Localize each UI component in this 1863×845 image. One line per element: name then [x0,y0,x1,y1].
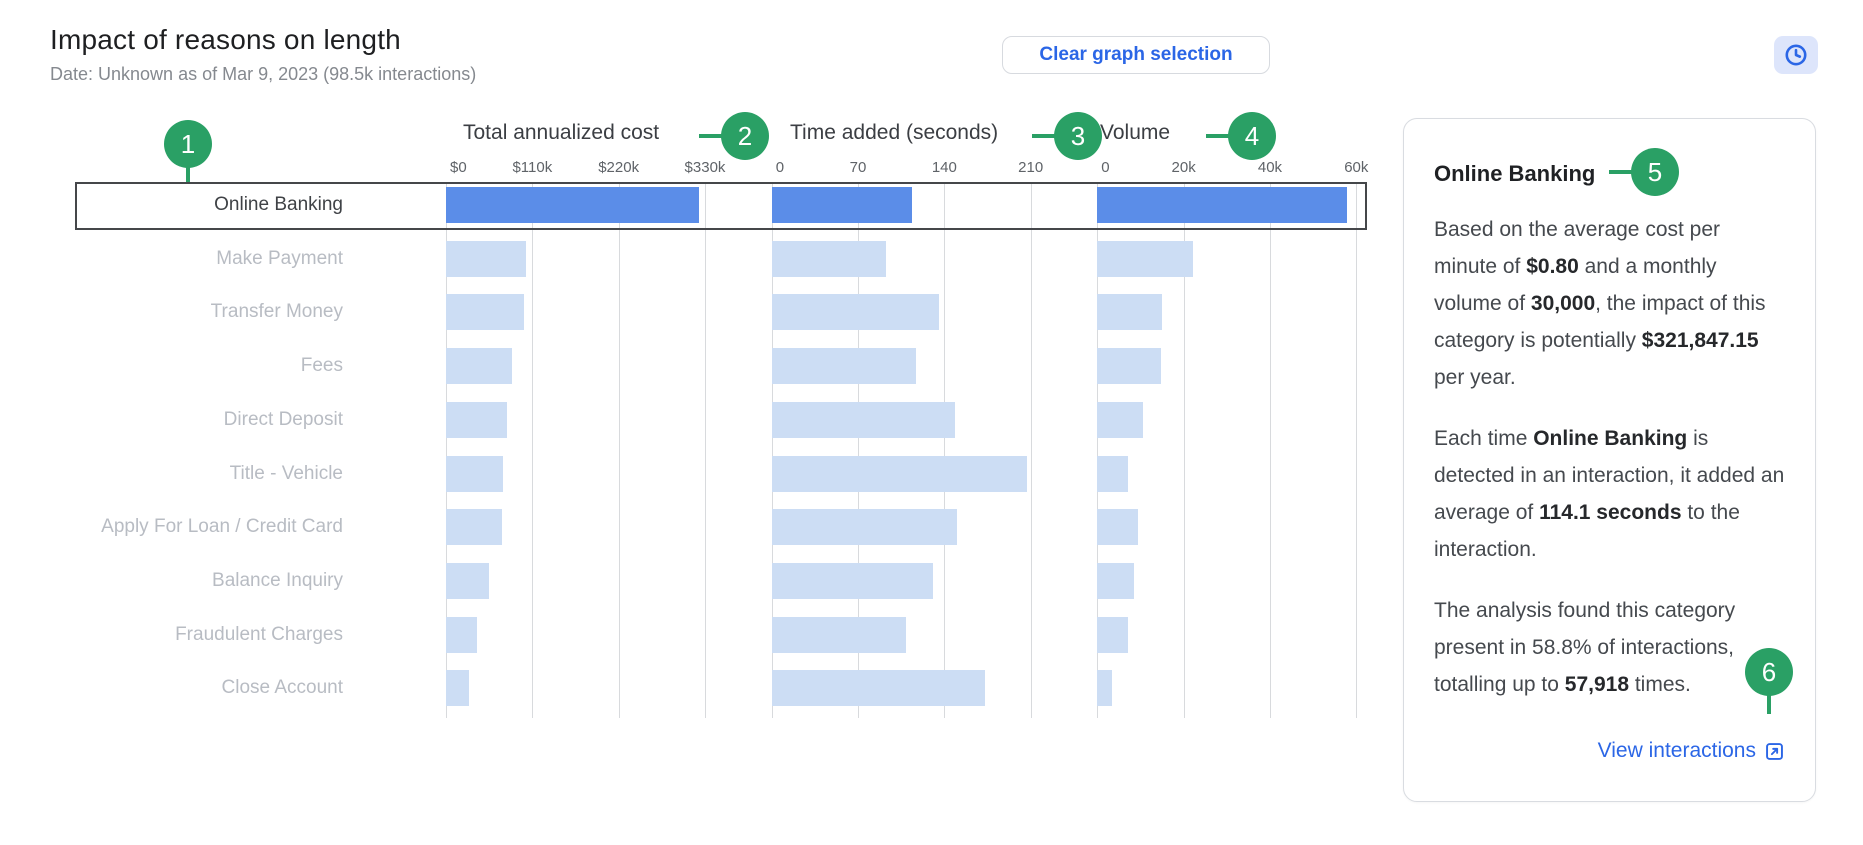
bar-time-added-seconds-[interactable] [771,348,916,385]
bar-volume[interactable] [1097,616,1129,653]
annotation-badge-2: 2 [721,112,769,160]
bar-volume[interactable] [1097,401,1144,438]
category-label[interactable]: Transfer Money [210,301,343,323]
badge-connector-dash [1609,170,1633,174]
gridline [446,183,447,718]
annotation-badge-4: 4 [1228,112,1276,160]
column-header-time-added: Time added (seconds) [790,121,999,144]
gridline [618,183,620,718]
bar-total-annualized-cost[interactable] [446,348,512,385]
bar-volume[interactable] [1097,562,1134,599]
bar-time-added-seconds-[interactable] [771,401,956,438]
bar-time-added-seconds-[interactable] [771,670,986,707]
panel-title: Online Banking [1434,161,1596,186]
bar-total-annualized-cost[interactable] [446,187,699,223]
bar-total-annualized-cost[interactable] [446,401,508,438]
bar-volume[interactable] [1097,455,1129,492]
bar-volume[interactable] [1097,187,1348,223]
annotation-badge-6: 6 [1745,648,1793,696]
column-header-total-annualized-cost: Total annualized cost [463,121,660,144]
category-label[interactable]: Make Payment [216,247,343,269]
category-label[interactable]: Fees [300,355,343,377]
bar-total-annualized-cost[interactable] [446,509,502,546]
category-label[interactable]: Fraudulent Charges [175,623,343,645]
badge-connector-dash [1032,134,1056,138]
axis-tick-label: 40k [1257,159,1283,176]
bar-total-annualized-cost[interactable] [446,455,503,492]
bar-time-added-seconds-[interactable] [771,187,913,223]
category-label[interactable]: Apply For Loan / Credit Card [101,516,343,538]
bar-total-annualized-cost[interactable] [446,670,469,707]
category-label[interactable]: Direct Deposit [223,408,343,430]
axis-tick-label: 0 [775,159,785,176]
category-label[interactable]: Online Banking [214,194,343,215]
gridline [1183,183,1185,718]
clear-graph-selection-button[interactable]: Clear graph selection [1002,36,1270,74]
gridline [1030,183,1032,718]
bar-volume[interactable] [1097,509,1139,546]
bar-total-annualized-cost[interactable] [446,240,527,277]
badge-connector-dash [699,134,723,138]
axis-tick-label: 70 [849,159,867,176]
bar-time-added-seconds-[interactable] [771,455,1027,492]
bar-volume[interactable] [1097,240,1193,277]
bar-volume[interactable] [1097,294,1162,331]
gridline [771,183,773,718]
bar-time-added-seconds-[interactable] [771,294,940,331]
gridline [532,183,534,718]
axis-tick-label: $330k [684,159,726,176]
axis-tick-label: 0 [1101,159,1110,176]
bar-total-annualized-cost[interactable] [446,294,524,331]
axis-tick-label: 210 [1018,159,1044,176]
axis-tick-label: $110k [512,159,553,176]
bar-time-added-seconds-[interactable] [771,240,887,277]
axis-tick-label: 20k [1171,159,1196,176]
bar-time-added-seconds-[interactable] [771,562,934,599]
axis-tick-label: $220k [598,159,640,176]
annotation-badge-3: 3 [1054,112,1102,160]
badge-connector-stem [1767,694,1771,714]
badge-connector-dash [1206,134,1230,138]
view-interactions-link[interactable]: View interactions [1598,739,1785,763]
gridline [1269,183,1271,718]
annotation-badge-1: 1 [164,120,212,168]
category-label[interactable]: Close Account [221,677,343,699]
gridline [1356,183,1358,718]
column-header-volume: Volume [1100,121,1171,144]
bar-time-added-seconds-[interactable] [771,616,907,653]
panel-paragraph: Based on the average cost per minute of … [1434,218,1766,389]
category-label[interactable]: Balance Inquiry [212,569,343,591]
category-detail-panel: Online Banking Based on the average cost… [1403,118,1816,802]
panel-paragraph: The analysis found this category present… [1434,599,1736,696]
badge-connector-stem [186,166,190,182]
bar-volume[interactable] [1097,670,1113,707]
view-interactions-icon [1764,741,1785,762]
page-title: Impact of reasons on length [50,24,401,55]
page-subtitle: Date: Unknown as of Mar 9, 2023 (98.5k i… [50,64,477,84]
clock-icon [1783,42,1809,68]
time-filter-button[interactable] [1774,36,1818,74]
bar-total-annualized-cost[interactable] [446,562,490,599]
axis-tick-label: $0 [450,159,467,176]
bar-time-added-seconds-[interactable] [771,509,957,546]
axis-tick-label: 60k [1344,159,1369,176]
gridline [1097,183,1099,718]
annotation-badge-5: 5 [1631,148,1679,196]
gridline [858,183,860,718]
view-interactions-label: View interactions [1597,739,1756,762]
bar-total-annualized-cost[interactable] [446,616,477,653]
gridline [704,183,706,718]
category-label[interactable]: Title - Vehicle [229,462,343,484]
gridline [944,183,946,718]
bar-volume[interactable] [1097,348,1161,385]
panel-paragraph: Each time Online Banking is detected in … [1434,427,1785,561]
axis-tick-label: 140 [931,159,957,176]
